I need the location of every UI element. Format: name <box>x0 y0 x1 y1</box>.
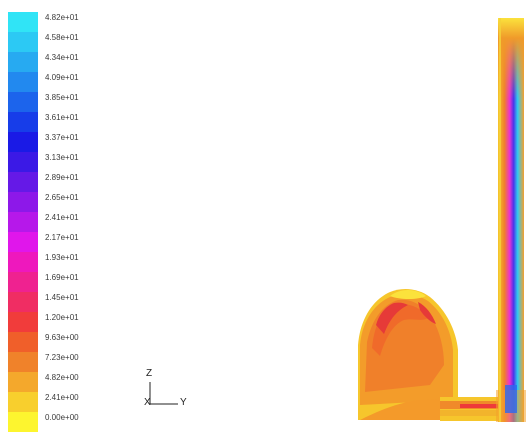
legend-tick-label: 2.89e+01 <box>45 173 79 182</box>
legend-row: 7.23e+00 <box>8 352 118 372</box>
legend-row: 2.17e+01 <box>8 232 118 252</box>
legend-row: 1.93e+01 <box>8 252 118 272</box>
legend-swatch <box>8 72 38 92</box>
legend-swatch <box>8 372 38 392</box>
legend-tick-label: 2.41e+00 <box>45 393 79 402</box>
legend-tick-label: 7.23e+00 <box>45 353 79 362</box>
legend-swatch <box>8 332 38 352</box>
legend-tick-label: 3.37e+01 <box>45 133 79 142</box>
legend-swatch <box>8 32 38 52</box>
legend-tick-label: 4.58e+01 <box>45 33 79 42</box>
vertical-pipe <box>496 18 526 422</box>
legend-row: 3.37e+01 <box>8 132 118 152</box>
legend-tick-label: 4.82e+01 <box>45 13 79 22</box>
legend-swatch <box>8 392 38 412</box>
legend-swatch <box>8 292 38 312</box>
legend-swatch <box>8 192 38 212</box>
legend-tick-label: 2.65e+01 <box>45 193 79 202</box>
legend-tick-label: 1.45e+01 <box>45 293 79 302</box>
legend-row: 9.63e+00 <box>8 332 118 352</box>
legend-row: 1.45e+01 <box>8 292 118 312</box>
dome-region <box>358 289 500 420</box>
legend-tick-label: 1.93e+01 <box>45 253 79 262</box>
z-axis-label: Z <box>146 368 153 379</box>
legend-tick-label: 9.63e+00 <box>45 333 79 342</box>
legend-row: 0.00e+00 <box>8 412 118 432</box>
legend-row: 4.82e+01 <box>8 12 118 32</box>
legend-row: 1.69e+01 <box>8 272 118 292</box>
legend-tick-label: 2.17e+01 <box>45 233 79 242</box>
legend-tick-label: 3.13e+01 <box>45 153 79 162</box>
legend-row: 3.61e+01 <box>8 112 118 132</box>
legend-swatch <box>8 352 38 372</box>
legend-swatch <box>8 272 38 292</box>
legend-tick-label: 2.41e+01 <box>45 213 79 222</box>
legend-row: 2.89e+01 <box>8 172 118 192</box>
legend-swatch <box>8 312 38 332</box>
legend-row: 1.20e+01 <box>8 312 118 332</box>
legend-row: 2.65e+01 <box>8 192 118 212</box>
legend-swatch <box>8 412 38 432</box>
legend-tick-label: 0.00e+00 <box>45 413 79 422</box>
legend-tick-label: 1.69e+01 <box>45 273 79 282</box>
legend-swatch <box>8 152 38 172</box>
legend-row: 3.85e+01 <box>8 92 118 112</box>
legend-swatch <box>8 12 38 32</box>
legend-row: 4.58e+01 <box>8 32 118 52</box>
axis-triad: Z X Y <box>140 368 200 418</box>
legend-swatch <box>8 92 38 112</box>
x-axis-label: X <box>144 397 151 408</box>
legend-swatch <box>8 132 38 152</box>
legend-row: 4.34e+01 <box>8 52 118 72</box>
legend-row: 2.41e+00 <box>8 392 118 412</box>
legend-swatch <box>8 172 38 192</box>
legend-tick-label: 4.09e+01 <box>45 73 79 82</box>
legend-row: 3.13e+01 <box>8 152 118 172</box>
legend-tick-label: 3.61e+01 <box>45 113 79 122</box>
legend-swatch <box>8 252 38 272</box>
legend-row: 4.09e+01 <box>8 72 118 92</box>
legend-swatch <box>8 232 38 252</box>
legend-row: 4.82e+00 <box>8 372 118 392</box>
legend-swatch <box>8 212 38 232</box>
legend-row: 2.41e+01 <box>8 212 118 232</box>
legend-tick-label: 4.34e+01 <box>45 53 79 62</box>
legend-tick-label: 4.82e+00 <box>45 373 79 382</box>
legend-swatch <box>8 52 38 72</box>
y-axis-label: Y <box>180 397 187 408</box>
legend-tick-label: 1.20e+01 <box>45 313 79 322</box>
legend-swatch <box>8 112 38 132</box>
legend-tick-label: 3.85e+01 <box>45 93 79 102</box>
